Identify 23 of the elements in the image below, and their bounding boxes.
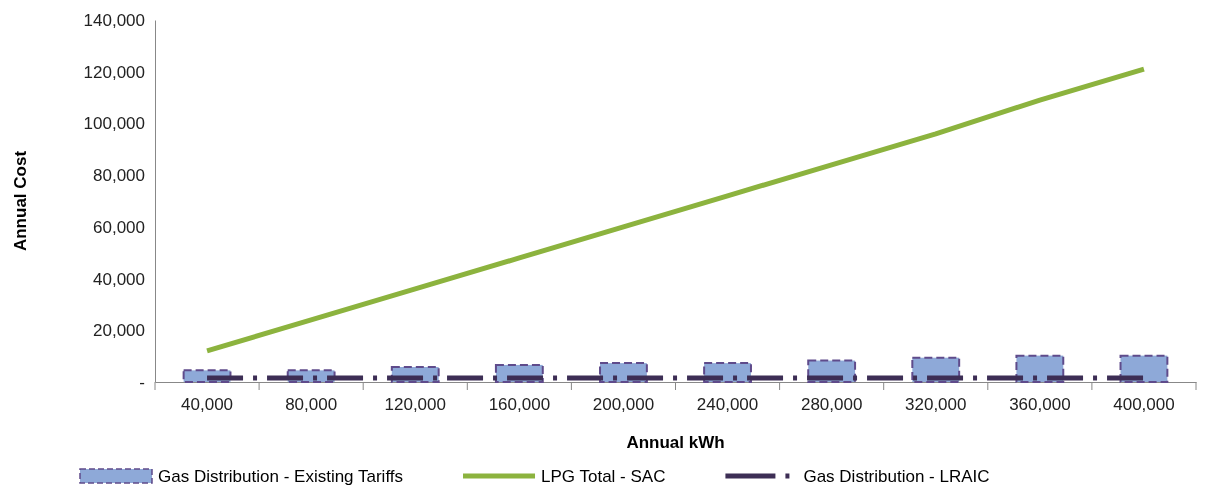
x-tick-label: 120,000 xyxy=(384,395,446,415)
x-tick-label: 320,000 xyxy=(905,395,967,415)
y-tick-label: 20,000 xyxy=(93,321,145,341)
legend-label: Gas Distribution - Existing Tariffs xyxy=(158,467,404,486)
y-tick-label: 60,000 xyxy=(93,217,145,237)
x-tick-label: 40,000 xyxy=(181,395,234,415)
x-tick-label: 400,000 xyxy=(1113,395,1175,415)
y-tick-label: 120,000 xyxy=(83,62,145,82)
x-tick-label: 360,000 xyxy=(1009,395,1071,415)
legend-label: Gas Distribution - LRAIC xyxy=(803,467,990,486)
y-tick-label: 100,000 xyxy=(83,114,145,134)
y-tick-label: 40,000 xyxy=(93,269,145,289)
legend-label: LPG Total - SAC xyxy=(541,467,666,486)
x-tick-label: 160,000 xyxy=(488,395,551,415)
x-tick-label: 240,000 xyxy=(696,395,759,415)
x-tick-label: 200,000 xyxy=(592,395,655,415)
x-tick-label: 280,000 xyxy=(800,395,863,415)
y-tick-label: - xyxy=(139,372,145,392)
x-tick-label: 80,000 xyxy=(285,395,338,415)
y-tick-label: 140,000 xyxy=(83,10,145,30)
x-axis-title: Annual kWh xyxy=(626,433,725,452)
y-axis-title: Annual Cost xyxy=(11,150,30,252)
y-tick-label: 80,000 xyxy=(93,166,145,186)
